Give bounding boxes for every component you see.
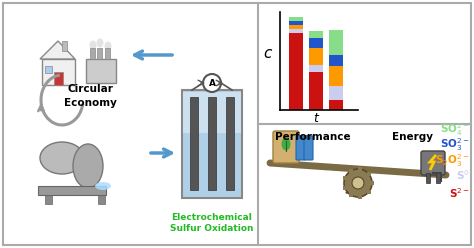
FancyBboxPatch shape (42, 59, 75, 85)
FancyBboxPatch shape (298, 135, 303, 139)
FancyBboxPatch shape (309, 48, 323, 65)
Text: S$^{2-}$: S$^{2-}$ (449, 186, 470, 200)
FancyBboxPatch shape (289, 17, 303, 21)
FancyBboxPatch shape (289, 25, 303, 29)
FancyBboxPatch shape (309, 31, 323, 38)
FancyBboxPatch shape (226, 97, 234, 190)
FancyBboxPatch shape (329, 30, 343, 55)
FancyBboxPatch shape (329, 55, 343, 66)
FancyBboxPatch shape (90, 48, 95, 59)
Ellipse shape (97, 38, 103, 48)
Ellipse shape (90, 40, 97, 50)
FancyBboxPatch shape (306, 135, 311, 139)
FancyBboxPatch shape (54, 72, 63, 85)
Polygon shape (346, 175, 370, 193)
FancyBboxPatch shape (309, 65, 323, 72)
FancyBboxPatch shape (289, 21, 303, 25)
FancyBboxPatch shape (208, 97, 216, 190)
FancyBboxPatch shape (273, 131, 299, 163)
FancyBboxPatch shape (98, 194, 105, 204)
FancyBboxPatch shape (343, 186, 347, 190)
FancyBboxPatch shape (329, 100, 343, 110)
Text: S$^0$: S$^0$ (456, 168, 470, 182)
Circle shape (203, 74, 221, 92)
FancyBboxPatch shape (436, 173, 440, 183)
FancyBboxPatch shape (45, 194, 52, 204)
FancyBboxPatch shape (190, 97, 198, 190)
FancyBboxPatch shape (309, 72, 323, 110)
Text: SO$_3^{2-}$: SO$_3^{2-}$ (440, 137, 470, 154)
FancyBboxPatch shape (358, 167, 363, 171)
Circle shape (352, 177, 364, 189)
Ellipse shape (104, 41, 111, 51)
FancyBboxPatch shape (86, 59, 116, 83)
Text: c: c (263, 47, 271, 62)
Circle shape (344, 169, 372, 197)
Polygon shape (40, 41, 75, 59)
FancyBboxPatch shape (183, 92, 241, 133)
FancyBboxPatch shape (97, 48, 102, 59)
FancyBboxPatch shape (370, 181, 374, 185)
Text: Electrochemical
Sulfur Oxidation: Electrochemical Sulfur Oxidation (170, 213, 254, 233)
Text: Circular
Economy: Circular Economy (64, 84, 117, 108)
FancyBboxPatch shape (304, 136, 313, 160)
Text: t: t (314, 113, 319, 125)
Text: A: A (209, 79, 216, 88)
FancyBboxPatch shape (349, 193, 353, 197)
FancyBboxPatch shape (38, 186, 106, 195)
FancyBboxPatch shape (3, 3, 471, 245)
Ellipse shape (282, 137, 291, 151)
FancyBboxPatch shape (329, 86, 343, 100)
FancyBboxPatch shape (45, 66, 52, 73)
Text: Performance: Performance (275, 132, 351, 142)
FancyBboxPatch shape (367, 172, 371, 176)
FancyBboxPatch shape (426, 173, 430, 183)
FancyBboxPatch shape (289, 33, 303, 110)
FancyBboxPatch shape (421, 151, 445, 175)
Text: SO$_4^{2-}$: SO$_4^{2-}$ (440, 122, 470, 138)
FancyBboxPatch shape (329, 66, 343, 86)
FancyBboxPatch shape (182, 90, 242, 198)
Ellipse shape (40, 142, 84, 174)
FancyBboxPatch shape (358, 195, 363, 199)
FancyBboxPatch shape (105, 48, 110, 59)
FancyBboxPatch shape (349, 169, 353, 173)
Ellipse shape (95, 182, 111, 190)
FancyBboxPatch shape (62, 41, 67, 51)
Text: Energy: Energy (392, 132, 434, 142)
FancyBboxPatch shape (367, 190, 371, 194)
Text: S$_2$O$_3^{2-}$: S$_2$O$_3^{2-}$ (435, 153, 470, 169)
FancyBboxPatch shape (309, 38, 323, 48)
FancyBboxPatch shape (296, 136, 305, 160)
FancyBboxPatch shape (289, 29, 303, 33)
FancyBboxPatch shape (343, 176, 347, 180)
Ellipse shape (73, 144, 103, 188)
